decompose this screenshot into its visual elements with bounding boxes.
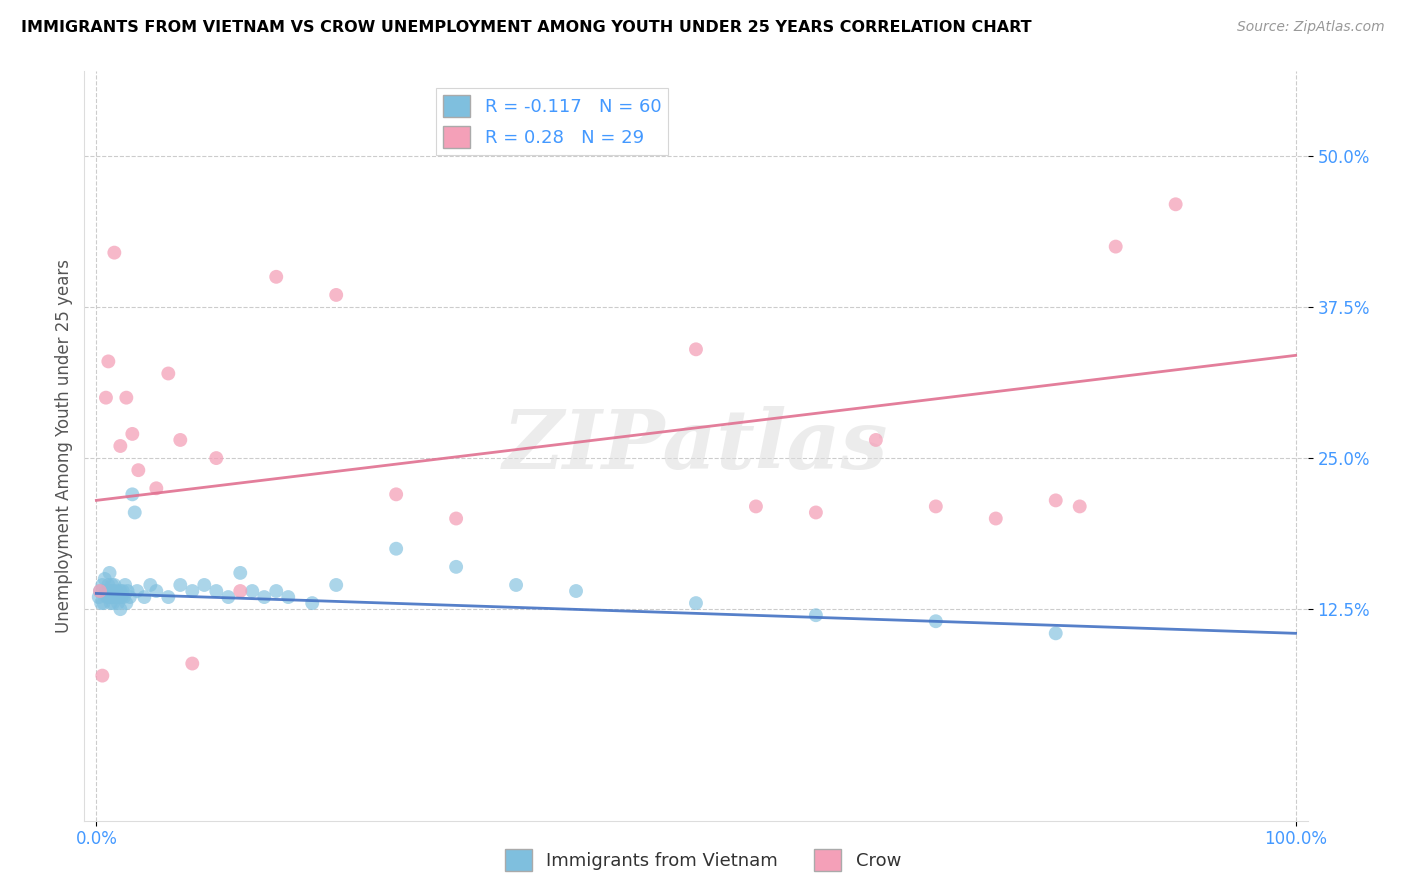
Point: [100, 584, 122, 599]
Point: [385, 487, 408, 501]
Point: [118, 590, 141, 604]
Point: [925, 500, 948, 514]
Point: [127, 463, 149, 477]
Y-axis label: Unemployment Among Youth under 25 years: Unemployment Among Youth under 25 years: [55, 259, 73, 633]
Point: [229, 566, 252, 580]
Point: [101, 596, 124, 610]
Point: [1069, 500, 1091, 514]
Point: [110, 590, 132, 604]
Point: [101, 578, 124, 592]
Point: [193, 578, 215, 592]
Text: ZIPatlas: ZIPatlas: [503, 406, 889, 486]
Point: [325, 288, 347, 302]
Point: [205, 451, 228, 466]
Point: [94, 391, 117, 405]
Point: [101, 590, 124, 604]
Point: [98, 566, 121, 580]
Point: [91, 668, 114, 682]
Point: [100, 596, 122, 610]
Point: [1105, 239, 1128, 253]
Point: [240, 584, 263, 599]
Point: [277, 590, 299, 604]
Point: [112, 590, 135, 604]
Point: [325, 578, 347, 592]
Point: [110, 584, 132, 599]
Point: [1164, 197, 1187, 211]
Point: [101, 584, 124, 599]
Point: [984, 511, 1007, 525]
Point: [105, 584, 128, 599]
Point: [157, 367, 180, 381]
Point: [90, 596, 112, 610]
Point: [97, 578, 120, 592]
Point: [121, 487, 143, 501]
Point: [91, 578, 114, 592]
Point: [925, 614, 948, 628]
Point: [385, 541, 408, 556]
Point: [505, 578, 527, 592]
Point: [103, 590, 125, 604]
Point: [108, 590, 131, 604]
Point: [444, 511, 467, 525]
Point: [217, 590, 239, 604]
Point: [104, 590, 127, 604]
Point: [89, 584, 111, 599]
Point: [103, 245, 125, 260]
Point: [565, 584, 588, 599]
Point: [103, 578, 125, 592]
Point: [745, 500, 768, 514]
Point: [181, 584, 204, 599]
Point: [115, 391, 138, 405]
Point: [111, 584, 134, 599]
Text: IMMIGRANTS FROM VIETNAM VS CROW UNEMPLOYMENT AMONG YOUTH UNDER 25 YEARS CORRELAT: IMMIGRANTS FROM VIETNAM VS CROW UNEMPLOY…: [21, 20, 1032, 35]
Point: [169, 433, 191, 447]
Point: [865, 433, 887, 447]
Point: [110, 602, 132, 616]
Point: [115, 596, 138, 610]
Point: [124, 506, 146, 520]
Point: [145, 584, 167, 599]
Point: [114, 578, 136, 592]
Point: [444, 559, 467, 574]
Point: [301, 596, 323, 610]
Point: [93, 596, 115, 610]
Point: [87, 590, 110, 604]
Point: [804, 608, 827, 623]
Point: [107, 596, 129, 610]
Point: [127, 584, 149, 599]
Point: [139, 578, 162, 592]
Point: [264, 269, 287, 284]
Point: [685, 343, 707, 357]
Point: [157, 590, 180, 604]
Point: [97, 584, 120, 599]
Legend: Immigrants from Vietnam, Crow: Immigrants from Vietnam, Crow: [498, 842, 908, 879]
Point: [97, 354, 120, 368]
Point: [121, 426, 143, 441]
Point: [145, 481, 167, 495]
Point: [264, 584, 287, 599]
Point: [181, 657, 204, 671]
Point: [804, 506, 827, 520]
Point: [117, 584, 139, 599]
Point: [96, 590, 118, 604]
Point: [1045, 493, 1067, 508]
Point: [253, 590, 276, 604]
Point: [1045, 626, 1067, 640]
Point: [93, 572, 117, 586]
Point: [98, 590, 121, 604]
Point: [110, 439, 132, 453]
Point: [134, 590, 156, 604]
Point: [229, 584, 252, 599]
Text: Source: ZipAtlas.com: Source: ZipAtlas.com: [1237, 20, 1385, 34]
Point: [169, 578, 191, 592]
Point: [685, 596, 707, 610]
Legend: R = -0.117   N = 60, R = 0.28   N = 29: R = -0.117 N = 60, R = 0.28 N = 29: [436, 88, 668, 155]
Point: [205, 584, 228, 599]
Point: [89, 584, 111, 599]
Point: [94, 584, 117, 599]
